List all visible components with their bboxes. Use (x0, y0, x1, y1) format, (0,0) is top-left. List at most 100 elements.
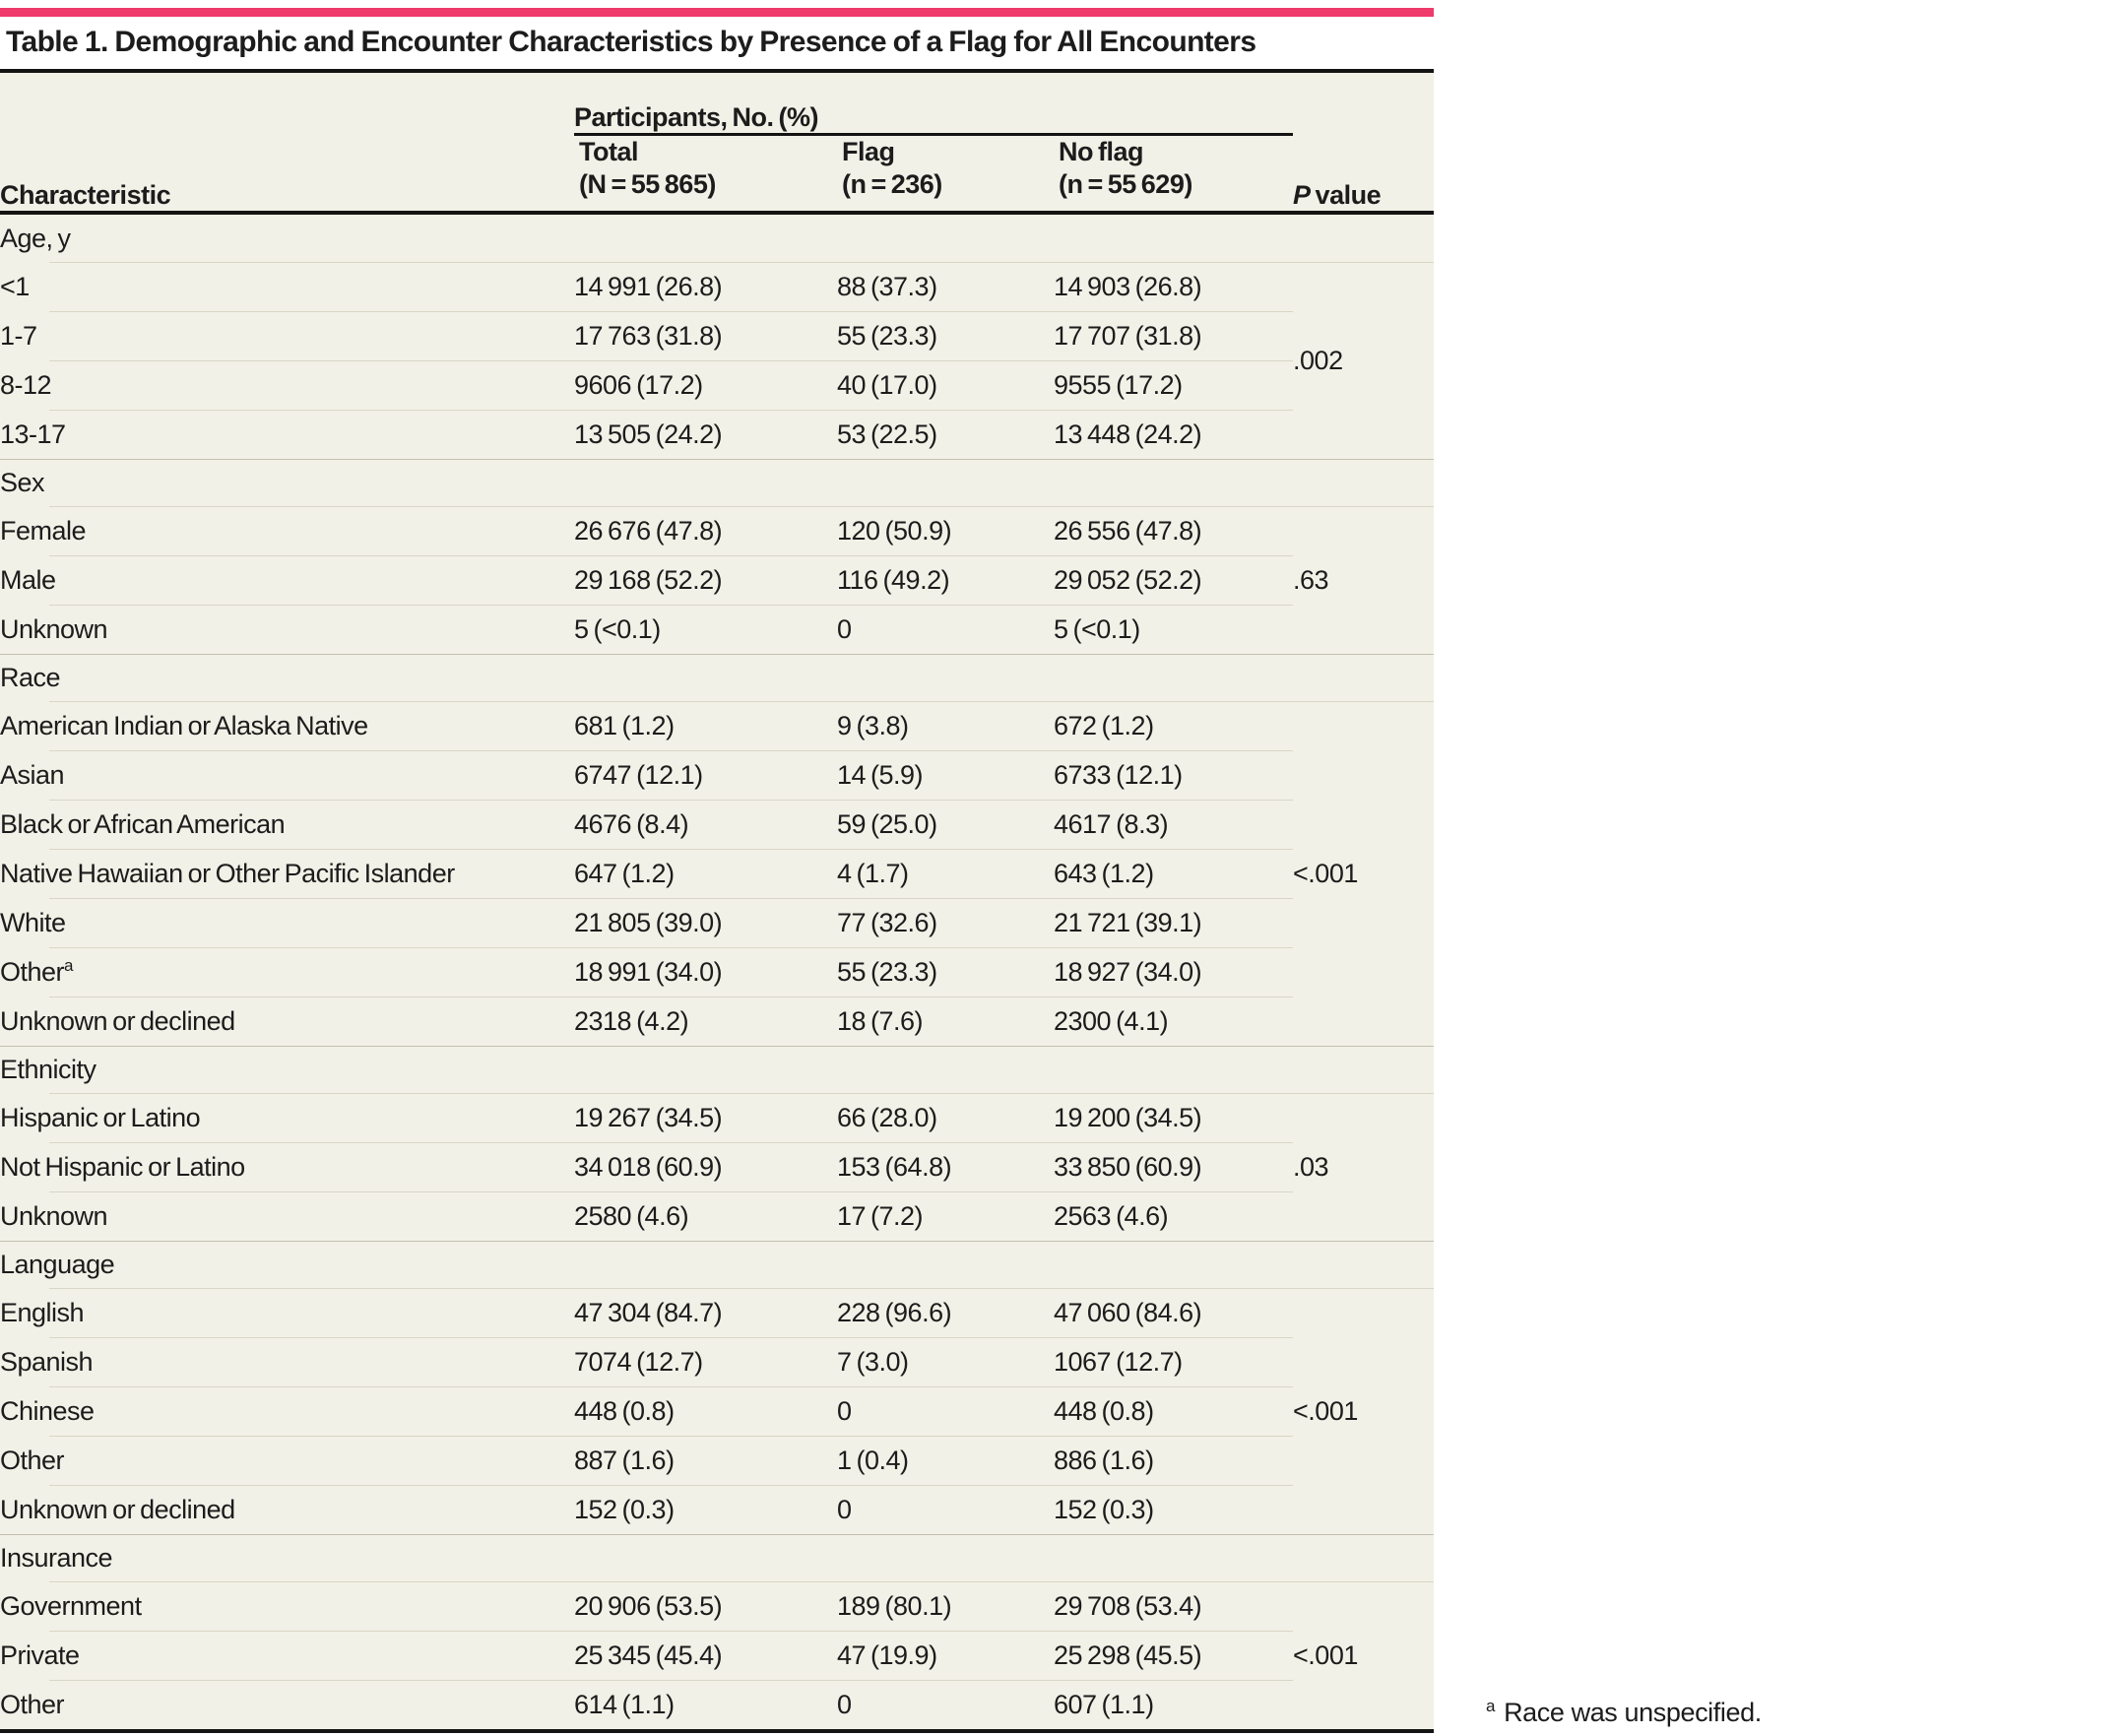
cell-flag: 77 (32.6) (837, 898, 1054, 947)
table-row: <1 14 991 (26.8) 88 (37.3) 14 903 (26.8) .00… (0, 262, 1435, 375)
cell-total: 647 (1.2) (574, 849, 837, 898)
cell-total: 448 (0.8) (574, 1386, 837, 1436)
cell-total: 887 (1.6) (574, 1436, 837, 1485)
cell-no-flag: 47 060 (84.6) (1054, 1288, 1294, 1337)
footnote-reference: a (64, 955, 73, 975)
row-label: Native Hawaiian or Other Pacific Islande… (0, 849, 574, 898)
cell-no-flag: 6733 (12.1) (1054, 750, 1294, 800)
row-label: Unknown or declined (0, 997, 574, 1046)
cell-flag: 189 (80.1) (837, 1581, 1054, 1631)
table-row: Male 29 168 (52.2) 116 (49.2) 29 052 (52.2) (0, 555, 1434, 605)
table-row: English 47 304 (84.7) 228 (96.6) 47 060 (84… (0, 1288, 1435, 1426)
cell-flag: 1 (0.4) (837, 1436, 1054, 1485)
p-value-cell: <.001 (1293, 1288, 1435, 1534)
table-row: 1-7 17 763 (31.8) 55 (23.3) 17 707 (31.8) (0, 311, 1434, 360)
row-label: Government (0, 1581, 574, 1631)
cell-no-flag: 18 927 (34.0) (1054, 947, 1294, 997)
cell-total: 681 (1.2) (574, 701, 837, 750)
column-header-p-value: P value (1293, 73, 1435, 215)
row-label: Private (0, 1631, 574, 1680)
cell-flag: 116 (49.2) (837, 555, 1054, 605)
table-row: White 21 805 (39.0) 77 (32.6) 21 721 (39.1) (0, 898, 1434, 947)
table-body: Age, y <1 14 991 (26.8) 88 (37.3) 14 903 (26… (0, 215, 1435, 1729)
cell-total: 20 906 (53.5) (574, 1581, 837, 1631)
row-label: American Indian or Alaska Native (0, 701, 574, 750)
cell-no-flag: 886 (1.6) (1054, 1436, 1294, 1485)
section-header-row: Insurance (0, 1534, 1435, 1581)
cell-total: 26 676 (47.8) (574, 506, 837, 555)
table-header: Characteristic Participants, No. (%) P v… (0, 73, 1435, 215)
table-row: Unknown or declined 152 (0.3) 0 152 (0.3) (0, 1485, 1434, 1534)
p-value-cell: .03 (1293, 1093, 1435, 1241)
cell-flag: 228 (96.6) (837, 1288, 1054, 1337)
table-row: American Indian or Alaska Native 681 (1.2… (0, 701, 1435, 888)
row-label: Chinese (0, 1386, 574, 1436)
cell-total: 6747 (12.1) (574, 750, 837, 800)
cell-no-flag: 672 (1.2) (1054, 701, 1294, 750)
table-row: Unknown or declined 2318 (4.2) 18 (7.6) 230… (0, 997, 1434, 1046)
cell-no-flag: 21 721 (39.1) (1054, 898, 1294, 947)
cell-flag: 4 (1.7) (837, 849, 1054, 898)
row-label: Hispanic or Latino (0, 1093, 574, 1142)
table-row: Spanish 7074 (12.7) 7 (3.0) 1067 (12.7) (0, 1337, 1434, 1386)
cell-total: 17 763 (31.8) (574, 311, 837, 360)
cell-no-flag: 29 708 (53.4) (1054, 1581, 1294, 1631)
cell-no-flag: 2300 (4.1) (1054, 997, 1294, 1046)
cell-total: 25 345 (45.4) (574, 1631, 837, 1680)
cell-flag: 0 (837, 1680, 1054, 1729)
column-header-flag: Flag (n = 236) (837, 136, 1054, 215)
column-group-header-participants: Participants, No. (%) (574, 73, 1294, 136)
cell-total: 7074 (12.7) (574, 1337, 837, 1386)
cell-no-flag: 14 903 (26.8) (1054, 262, 1294, 311)
cell-no-flag: 607 (1.1) (1054, 1680, 1294, 1729)
row-label: Unknown or declined (0, 1485, 574, 1534)
table-row: Private 25 345 (45.4) 47 (19.9) 25 298 (45.… (0, 1631, 1434, 1680)
cell-total: 29 168 (52.2) (574, 555, 837, 605)
cell-flag: 9 (3.8) (837, 701, 1054, 750)
section-label: Insurance (0, 1534, 1435, 1581)
cell-flag: 0 (837, 1485, 1054, 1534)
cell-no-flag: 2563 (4.6) (1054, 1191, 1294, 1241)
cell-no-flag: 17 707 (31.8) (1054, 311, 1294, 360)
row-label: <1 (0, 262, 574, 311)
cell-flag: 7 (3.0) (837, 1337, 1054, 1386)
cell-total: 47 304 (84.7) (574, 1288, 837, 1337)
cell-flag: 55 (23.3) (837, 947, 1054, 997)
cell-flag: 88 (37.3) (837, 262, 1054, 311)
cell-no-flag: 152 (0.3) (1054, 1485, 1294, 1534)
table-row: Black or African American 4676 (8.4) 59 (2… (0, 800, 1434, 849)
row-label: English (0, 1288, 574, 1337)
cell-flag: 59 (25.0) (837, 800, 1054, 849)
row-label: 8-12 (0, 360, 574, 410)
cell-flag: 17 (7.2) (837, 1191, 1054, 1241)
cell-total: 14 991 (26.8) (574, 262, 837, 311)
row-label: White (0, 898, 574, 947)
cell-no-flag: 643 (1.2) (1054, 849, 1294, 898)
p-value-italic-p: P (1293, 180, 1311, 210)
row-label: Not Hispanic or Latino (0, 1142, 574, 1191)
cell-flag: 55 (23.3) (837, 311, 1054, 360)
cell-no-flag: 33 850 (60.9) (1054, 1142, 1294, 1191)
section-header-row: Race (0, 654, 1435, 701)
cell-total: 13 505 (24.2) (574, 410, 837, 459)
cell-flag: 120 (50.9) (837, 506, 1054, 555)
cell-flag: 153 (64.8) (837, 1142, 1054, 1191)
cell-total: 2318 (4.2) (574, 997, 837, 1046)
cell-flag: 0 (837, 1386, 1054, 1436)
cell-flag: 53 (22.5) (837, 410, 1054, 459)
accent-bar (0, 8, 1434, 17)
footnote-marker: a (1486, 1697, 1496, 1715)
table-row: Unknown 2580 (4.6) 17 (7.2) 2563 (4.6) (0, 1191, 1434, 1241)
cell-total: 614 (1.1) (574, 1680, 837, 1729)
table-row: Government 20 906 (53.5) 189 (80.1) 29 708 … (0, 1581, 1435, 1670)
row-label: Female (0, 506, 574, 555)
table-container: Characteristic Participants, No. (%) P v… (0, 69, 1435, 1733)
column-header-characteristic: Characteristic (0, 73, 574, 215)
section-header-row: Language (0, 1241, 1435, 1288)
cell-no-flag: 29 052 (52.2) (1054, 555, 1294, 605)
cell-total: 19 267 (34.5) (574, 1093, 837, 1142)
cell-total: 9606 (17.2) (574, 360, 837, 410)
cell-flag: 14 (5.9) (837, 750, 1054, 800)
cell-no-flag: 448 (0.8) (1054, 1386, 1294, 1436)
